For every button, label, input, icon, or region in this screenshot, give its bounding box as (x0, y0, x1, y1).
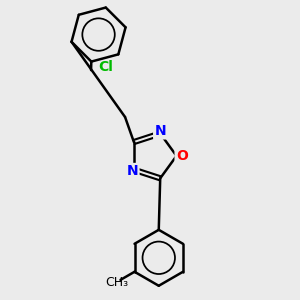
Text: N: N (127, 164, 138, 178)
Text: N: N (154, 124, 166, 138)
Text: CH₃: CH₃ (105, 276, 128, 289)
Text: Cl: Cl (98, 60, 113, 74)
Text: O: O (176, 149, 188, 163)
